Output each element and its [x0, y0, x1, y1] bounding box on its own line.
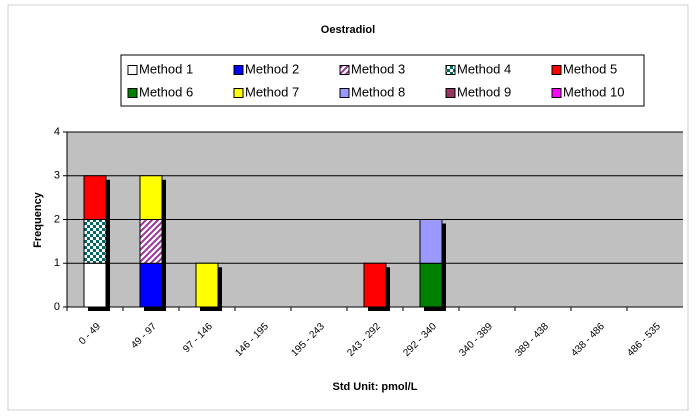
legend-label: Method 10	[563, 84, 624, 99]
legend-label: Method 2	[245, 61, 299, 76]
legend-swatch	[551, 65, 562, 75]
legend-swatch	[127, 65, 138, 75]
legend-swatch	[127, 88, 138, 98]
bar-segment	[195, 262, 219, 308]
legend-label: Method 9	[457, 84, 511, 99]
legend-swatch	[551, 88, 562, 98]
y-axis-label: Frequency	[32, 191, 44, 248]
y-tick-label: 0	[54, 301, 60, 313]
bar-segment	[363, 262, 387, 308]
legend-label: Method 5	[563, 61, 617, 76]
bar-segment	[83, 175, 107, 220]
legend-swatch	[445, 88, 456, 98]
legend-label: Method 8	[351, 84, 405, 99]
legend-swatch	[233, 88, 244, 98]
x-axis-label: Std Unit: pmol/L	[333, 381, 418, 393]
legend-label: Method 4	[457, 61, 511, 76]
legend-label: Method 6	[139, 84, 193, 99]
bar-segment	[139, 219, 163, 264]
legend-swatch	[339, 65, 350, 75]
chart-title: Oestradiol	[321, 24, 375, 36]
y-tick-label: 4	[54, 126, 60, 138]
bar-segment	[419, 262, 443, 308]
bar-segment	[83, 219, 107, 264]
legend-swatch	[233, 65, 244, 75]
bar-segment	[83, 262, 107, 308]
y-tick-label: 2	[54, 213, 60, 225]
legend-label: Method 1	[139, 61, 193, 76]
legend-label: Method 3	[351, 61, 405, 76]
bar-segment	[139, 262, 163, 308]
bar-segment	[139, 175, 163, 220]
legend-label: Method 7	[245, 84, 299, 99]
y-tick-label: 1	[54, 257, 60, 269]
legend-swatch	[339, 88, 350, 98]
y-tick-label: 3	[54, 170, 60, 182]
legend-swatch	[445, 65, 456, 75]
bar-segment	[419, 219, 443, 264]
